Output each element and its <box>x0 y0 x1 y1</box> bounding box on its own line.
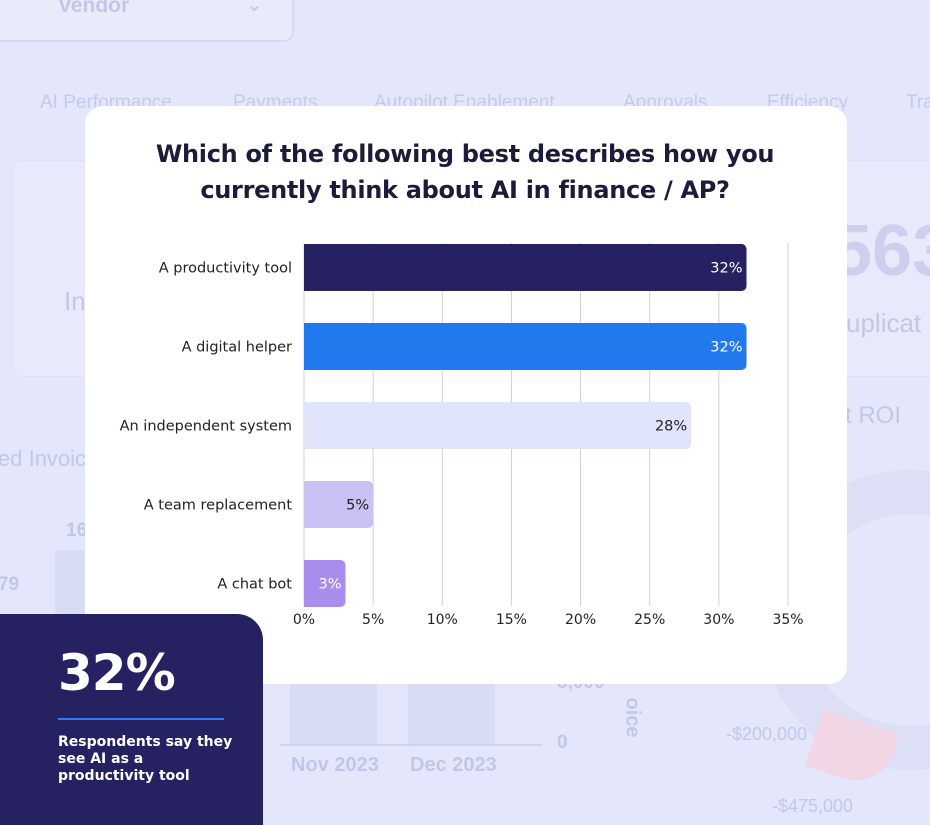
bg-fragment: -$475,000 <box>772 796 854 816</box>
background-axis <box>280 744 542 746</box>
category-label: A digital helper <box>182 340 292 356</box>
bar-chart: 0% 5% 10% 15% 20% 25% 30% 35% A productivity too… <box>120 243 804 628</box>
bar-left-edge <box>304 481 310 528</box>
x-tick-label: 10% <box>427 612 458 628</box>
x-tick-label: 5% <box>362 612 384 628</box>
background-bar <box>290 684 377 744</box>
survey-card: Which of the following best describes ho… <box>85 106 847 684</box>
data-label: 28% <box>655 419 687 435</box>
bar-left-edge <box>304 323 310 370</box>
bg-fragment: ed Invoic <box>0 446 87 471</box>
x-tick-label: 20% <box>565 612 596 628</box>
bg-fragment: -$200,000 <box>726 724 808 744</box>
stat-value: 32% <box>58 644 176 702</box>
x-tick-label: 0% <box>293 612 315 628</box>
stat-callout: 32% Respondents say they see AI as a pro… <box>0 614 263 825</box>
bar <box>304 481 374 528</box>
bar-left-edge <box>304 402 310 449</box>
bar <box>304 244 747 291</box>
bg-fragment: 0 <box>557 732 568 753</box>
category-label: A team replacement <box>144 498 293 514</box>
bar <box>304 560 346 607</box>
category-label: A productivity tool <box>159 261 292 277</box>
data-label: 32% <box>710 340 742 356</box>
bg-fragment: In <box>64 286 86 316</box>
chart-title: Which of the following best describes ho… <box>155 140 775 204</box>
bg-fragment: 563 <box>832 211 930 291</box>
vendor-label: Vendor <box>58 0 130 17</box>
bg-fragment: 79 <box>0 574 20 595</box>
category-label: An independent system <box>120 419 292 435</box>
x-tick-label: 35% <box>772 612 803 628</box>
bg-fragment: 16 <box>66 520 88 541</box>
chevron-down-icon: ⌄ <box>246 0 263 16</box>
data-label: 5% <box>346 498 369 514</box>
vendor-dropdown <box>0 0 294 42</box>
data-label: 32% <box>710 261 742 277</box>
data-label: 3% <box>318 577 341 593</box>
background-bar <box>55 550 85 614</box>
bar <box>304 323 747 370</box>
bg-fragment: uplicat <box>846 308 922 338</box>
x-tick-label: 30% <box>703 612 734 628</box>
bg-fragment: Nov 2023 <box>291 754 379 776</box>
bg-fragment: oice <box>621 697 644 738</box>
category-label: A chat bot <box>217 577 292 593</box>
bar <box>304 402 692 449</box>
bar-left-edge <box>304 560 310 607</box>
bg-fragment: t ROI <box>845 402 902 429</box>
bar-left-edge <box>304 244 310 291</box>
background-bar <box>408 684 495 744</box>
x-tick-label: 15% <box>496 612 527 628</box>
stat-divider <box>58 718 224 720</box>
bg-fragment: Dec 2023 <box>410 754 497 776</box>
x-tick-label: 25% <box>634 612 665 628</box>
stat-caption: Respondents say they see AI as a product… <box>58 734 233 784</box>
tab-truncated: Tra <box>906 92 930 113</box>
